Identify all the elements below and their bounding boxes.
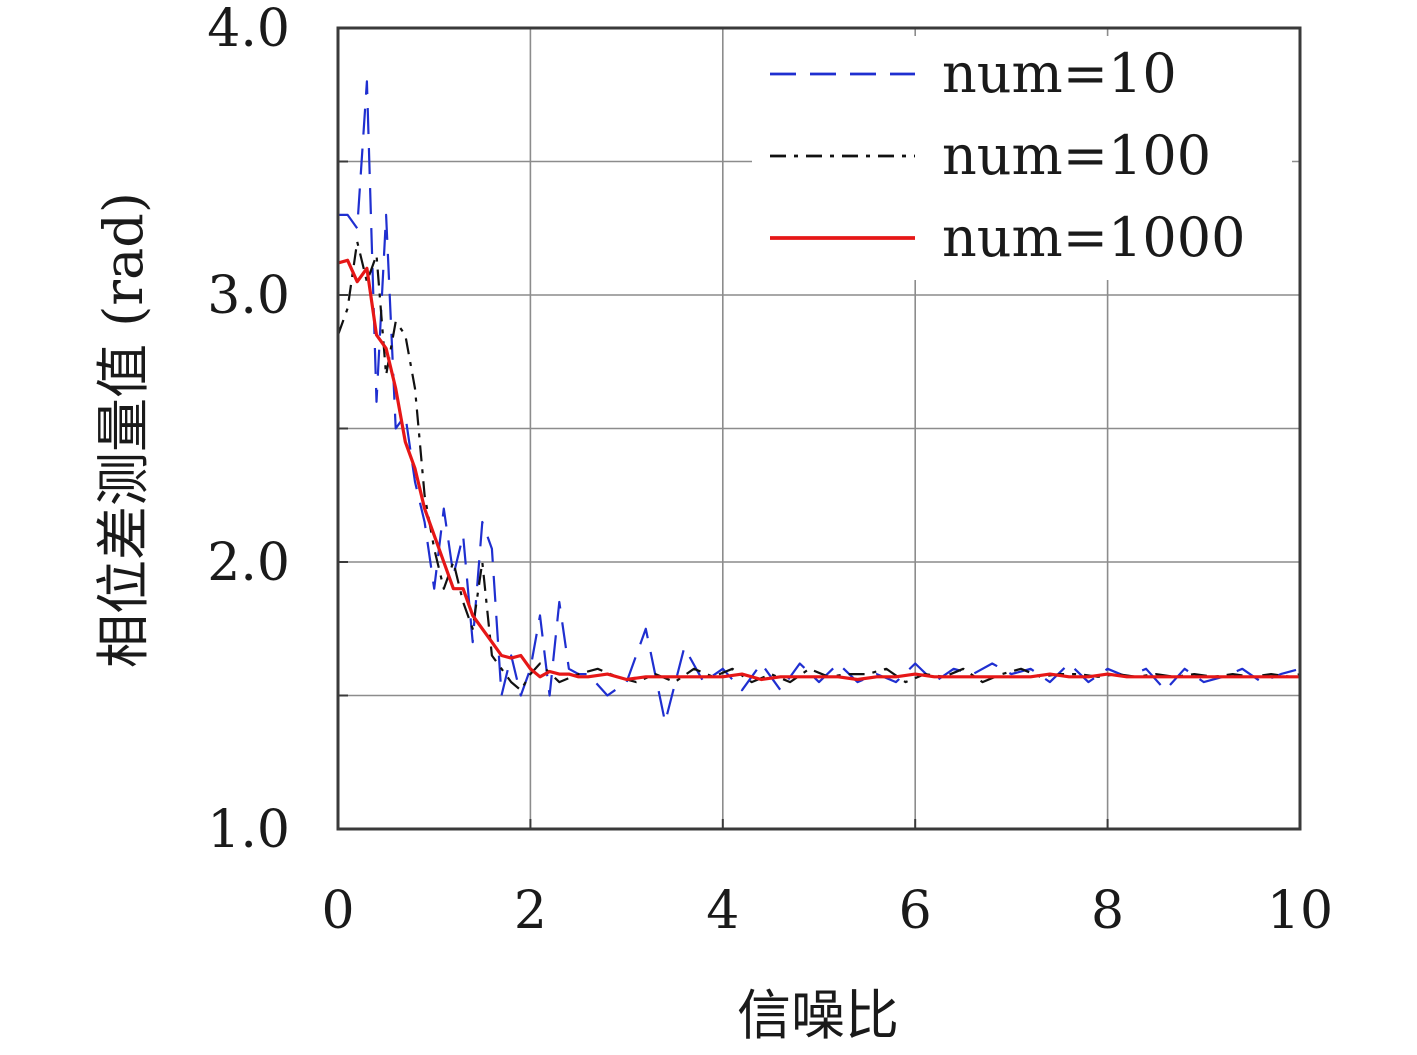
y-axis-title: 相位差测量值 (rad) <box>92 192 155 668</box>
series-line-2 <box>336 240 1301 692</box>
legend: num=10 num=100 num=1000 <box>752 36 1292 280</box>
y-tick-label: 4.0 <box>207 0 290 59</box>
y-tick-label: 1.0 <box>207 800 290 860</box>
axes-layer <box>336 26 1302 831</box>
series-layer <box>336 80 1301 724</box>
x-tick-label: 10 <box>1267 881 1333 941</box>
x-tick-label: 2 <box>514 881 547 941</box>
x-tick-label: 8 <box>1091 881 1124 941</box>
tick-labels: 0 2 4 6 8 10 1.0 2.0 3.0 4.0 <box>207 0 1333 941</box>
y-tick-label: 2.0 <box>207 533 290 593</box>
y-tick-label: 3.0 <box>207 266 290 326</box>
x-tick-label: 6 <box>899 881 932 941</box>
legend-label-1: num=10 <box>942 42 1177 105</box>
series-line-3 <box>337 258 1300 682</box>
legend-label-2: num=100 <box>942 124 1211 187</box>
x-tick-label: 4 <box>706 881 739 941</box>
x-tick-label: 0 <box>321 881 354 941</box>
legend-label-3: num=1000 <box>942 206 1245 269</box>
x-axis-title: 信噪比 <box>737 984 899 1047</box>
